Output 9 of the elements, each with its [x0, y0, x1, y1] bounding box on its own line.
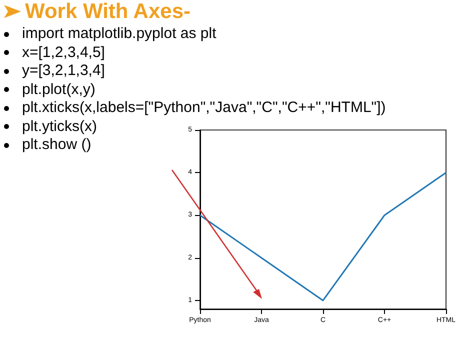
text: x=[1,2,3,4,5]	[22, 44, 105, 60]
text: plt.yticks(x)	[22, 118, 97, 134]
line-series	[199, 172, 447, 302]
chart-title: Work With Axes-	[25, 0, 190, 23]
text: plt.show ()	[22, 136, 92, 153]
text: import matplotlib.pyplot as plt	[22, 25, 216, 42]
text: plt.plot(x,y)	[22, 80, 96, 98]
text: plt.xticks(x,labels=["Python","Java","C","C++","HTML"])	[22, 99, 386, 116]
text: y=[3,2,1,3,4]	[22, 62, 105, 79]
